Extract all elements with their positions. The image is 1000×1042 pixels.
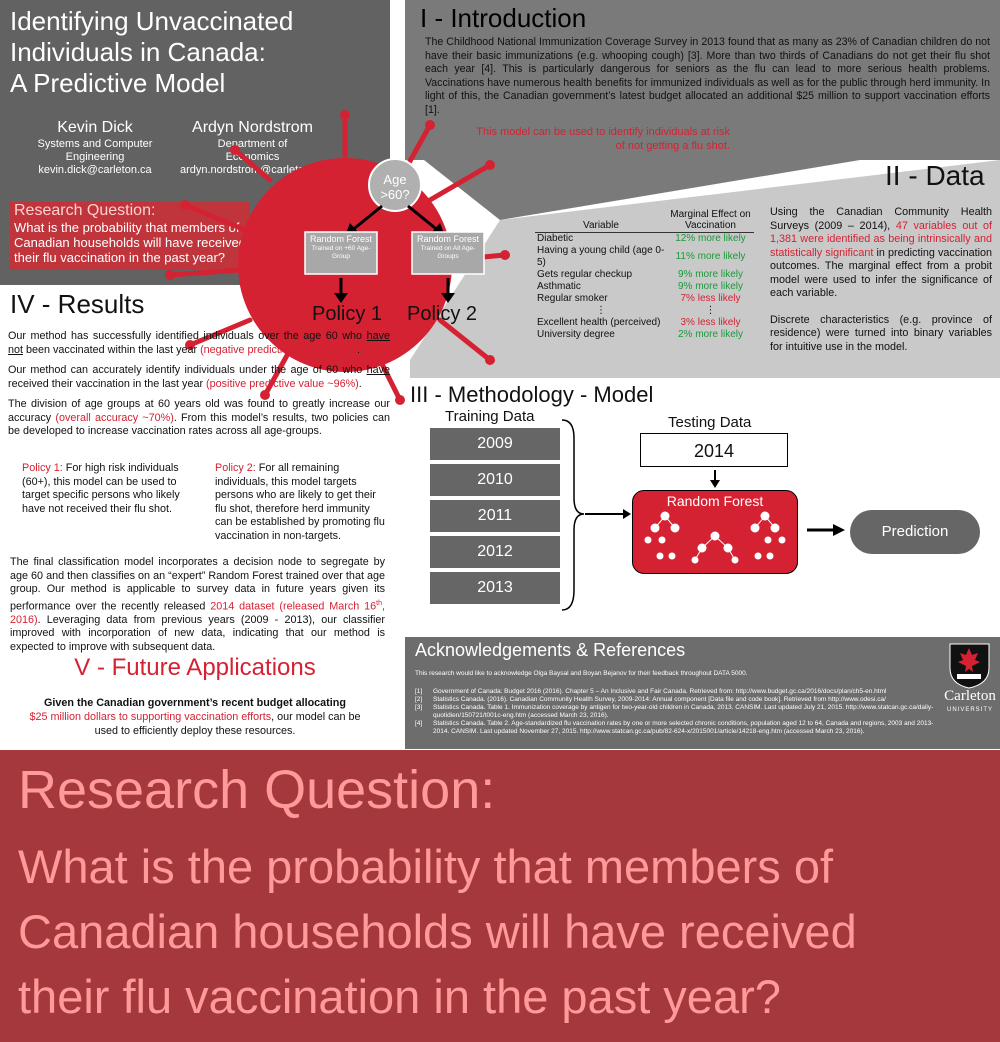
- reference-item: [4] Statistics Canada. Table 2. Age-stand…: [415, 720, 935, 736]
- reference-item: [2] Statistics Canada. (2016). Canadian C…: [415, 696, 935, 704]
- policy-2-label: Policy 2: [407, 303, 478, 325]
- table-cell-effect: 7% less likely: [680, 293, 741, 304]
- research-question-banner-heading: Research Question:: [18, 760, 496, 820]
- policy-1-description: Policy 1: For high risk individuals (60+…: [22, 462, 180, 515]
- carleton-shield-icon: [949, 643, 990, 689]
- reference-text: Statistics Canada. (2016). Canadian Comm…: [433, 696, 886, 703]
- table-cell-effect: 12% more likely: [675, 233, 746, 244]
- testing-data-label: Testing Data: [668, 414, 752, 431]
- training-year-box: 2009: [430, 428, 560, 460]
- reference-number: [1]: [415, 688, 423, 695]
- introduction-panel: [405, 0, 1000, 160]
- table-cell-variable: Gets regular checkup: [537, 269, 633, 280]
- random-forest-trees-icon: [644, 511, 786, 564]
- table-cell-effect: 2% more likely: [677, 329, 744, 340]
- table-cell-effect: 3% less likely: [680, 317, 741, 328]
- table-row: Gets regular checkup 9% more likely: [535, 269, 754, 281]
- carleton-logo-name: Carleton: [944, 688, 996, 704]
- policy-1-label: Policy 1: [312, 303, 383, 325]
- results-body: Our method has successfully identified i…: [8, 330, 391, 437]
- acknowledgements-text: This research would like to acknowledge …: [415, 670, 748, 677]
- table-cell-effect: ⋮: [705, 305, 716, 316]
- table-row: Having a young child (age 0-5) 11% more l…: [535, 245, 754, 269]
- final-model-description: The final classification model incorpora…: [10, 556, 386, 653]
- training-data-brace: [561, 419, 585, 611]
- table-header-effect: Marginal Effect on Vaccination: [667, 208, 754, 233]
- poster-title: Identifying Unvaccinated Individuals in …: [10, 6, 294, 98]
- introduction-title: I - Introduction: [420, 3, 587, 33]
- training-year-box: 2013: [430, 572, 560, 604]
- reference-number: [2]: [415, 696, 423, 703]
- table-row: Excellent health (perceived) 3% less like…: [535, 317, 754, 329]
- training-data-label: Training Data: [445, 408, 535, 425]
- introduction-body: The Childhood National Immunization Cove…: [425, 36, 990, 116]
- results-title: IV - Results: [10, 289, 145, 319]
- acknowledgements-title: Acknowledgements & References: [415, 640, 686, 660]
- marginal-effects-table: Variable Marginal Effect on Vaccination …: [535, 208, 754, 341]
- training-year-box: 2011: [430, 500, 560, 532]
- future-applications-title: V - Future Applications: [74, 654, 316, 681]
- reference-text: Statistics Canada. Table 2. Age-standard…: [433, 720, 934, 735]
- table-header-variable: Variable: [535, 208, 667, 233]
- reference-text: Government of Canada: Budget 2016 (2016)…: [433, 688, 887, 695]
- table-row: University degree 2% more likely: [535, 329, 754, 341]
- methodology-title: III - Methodology - Model: [410, 382, 654, 407]
- research-question-banner-text: What is the probability that members of …: [18, 840, 857, 1023]
- future-applications-body: Given the Canadian government’s recent b…: [29, 697, 361, 737]
- table-cell-effect: 9% more likely: [677, 281, 744, 292]
- methodology-arrows: [585, 470, 845, 536]
- reference-text: Statistics Canada. Table 1. Immunization…: [433, 704, 934, 719]
- table-row: Regular smoker 7% less likely: [535, 293, 754, 305]
- training-year-box: 2010: [430, 464, 560, 496]
- data-body: Using the Canadian Community Health Surv…: [770, 206, 993, 353]
- reference-item: [1] Government of Canada: Budget 2016 (20…: [415, 688, 935, 696]
- table-cell-variable: Diabetic: [537, 233, 574, 244]
- prediction-node: Prediction: [850, 510, 980, 554]
- data-wedge-background: [405, 145, 1000, 378]
- carleton-logo-subtitle: UNIVERSITY: [946, 707, 993, 713]
- table-cell-variable: Excellent health (perceived): [537, 317, 661, 328]
- random-forest-node-1: Random Forest Trained on +60 Age-Group: [309, 234, 373, 260]
- age-decision-node: Age >60?: [380, 172, 410, 202]
- reference-number: [3]: [415, 704, 423, 711]
- policy-2-description: Policy 2: For all remaining individuals,…: [215, 462, 385, 542]
- random-forest-node-2: Random Forest Trained on All Age-Groups: [416, 234, 480, 260]
- table-row: Asthmatic 9% more likely: [535, 281, 754, 293]
- reference-number: [4]: [415, 720, 423, 727]
- virus-decision-diagram: [165, 110, 510, 405]
- table-row: Diabetic 12% more likely: [535, 233, 754, 245]
- table-cell-variable: University degree: [537, 329, 615, 340]
- training-year-box: 2012: [430, 536, 560, 568]
- table-cell-variable: Asthmatic: [537, 281, 581, 292]
- random-forest-label: Random Forest: [666, 493, 764, 509]
- table-cell-variable: Having a young child (age 0-5): [537, 245, 665, 268]
- author-kevin-dick: Kevin Dick Systems and Computer Engineer…: [37, 119, 153, 176]
- table-cell-variable: Regular smoker: [537, 293, 608, 304]
- table-row: ⋮ ⋮: [535, 305, 754, 317]
- acknowledgements-panel: [405, 637, 1000, 749]
- table-cell-variable: ⋮: [596, 305, 606, 316]
- data-title: II - Data: [885, 160, 985, 191]
- reference-item: [3] Statistics Canada. Table 1. Immunizat…: [415, 704, 935, 720]
- testing-year-box: 2014: [640, 433, 788, 467]
- table-cell-effect: 9% more likely: [677, 269, 744, 280]
- research-question-banner: [0, 750, 1000, 1042]
- table-cell-effect: 11% more likely: [675, 251, 746, 262]
- introduction-note: This model can be used to identify indiv…: [476, 126, 730, 152]
- references-list: [1] Government of Canada: Budget 2016 (20…: [415, 688, 935, 736]
